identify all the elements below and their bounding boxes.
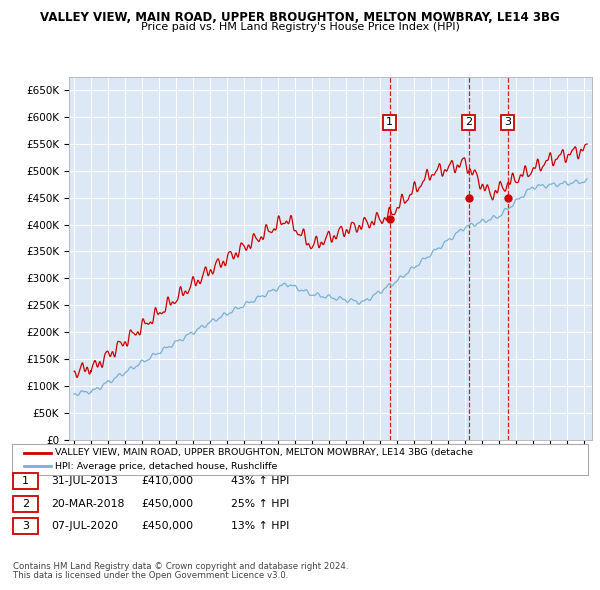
Text: 2: 2	[465, 117, 472, 127]
Text: 25% ↑ HPI: 25% ↑ HPI	[231, 499, 289, 509]
Text: £450,000: £450,000	[141, 499, 193, 509]
Text: Price paid vs. HM Land Registry's House Price Index (HPI): Price paid vs. HM Land Registry's House …	[140, 22, 460, 32]
Text: 1: 1	[22, 477, 29, 486]
Text: VALLEY VIEW, MAIN ROAD, UPPER BROUGHTON, MELTON MOWBRAY, LE14 3BG: VALLEY VIEW, MAIN ROAD, UPPER BROUGHTON,…	[40, 11, 560, 24]
Text: 2: 2	[22, 499, 29, 509]
Text: 1: 1	[386, 117, 393, 127]
Text: £450,000: £450,000	[141, 522, 193, 531]
Text: HPI: Average price, detached house, Rushcliffe: HPI: Average price, detached house, Rush…	[55, 462, 278, 471]
Text: This data is licensed under the Open Government Licence v3.0.: This data is licensed under the Open Gov…	[13, 571, 289, 581]
Text: 13% ↑ HPI: 13% ↑ HPI	[231, 522, 289, 531]
Text: VALLEY VIEW, MAIN ROAD, UPPER BROUGHTON, MELTON MOWBRAY, LE14 3BG (detache: VALLEY VIEW, MAIN ROAD, UPPER BROUGHTON,…	[55, 448, 473, 457]
Text: £410,000: £410,000	[141, 477, 193, 486]
Text: 31-JUL-2013: 31-JUL-2013	[51, 477, 118, 486]
Text: Contains HM Land Registry data © Crown copyright and database right 2024.: Contains HM Land Registry data © Crown c…	[13, 562, 349, 571]
Text: 3: 3	[22, 522, 29, 531]
Text: 3: 3	[504, 117, 511, 127]
Text: 07-JUL-2020: 07-JUL-2020	[51, 522, 118, 531]
Text: 20-MAR-2018: 20-MAR-2018	[51, 499, 124, 509]
Text: 43% ↑ HPI: 43% ↑ HPI	[231, 477, 289, 486]
